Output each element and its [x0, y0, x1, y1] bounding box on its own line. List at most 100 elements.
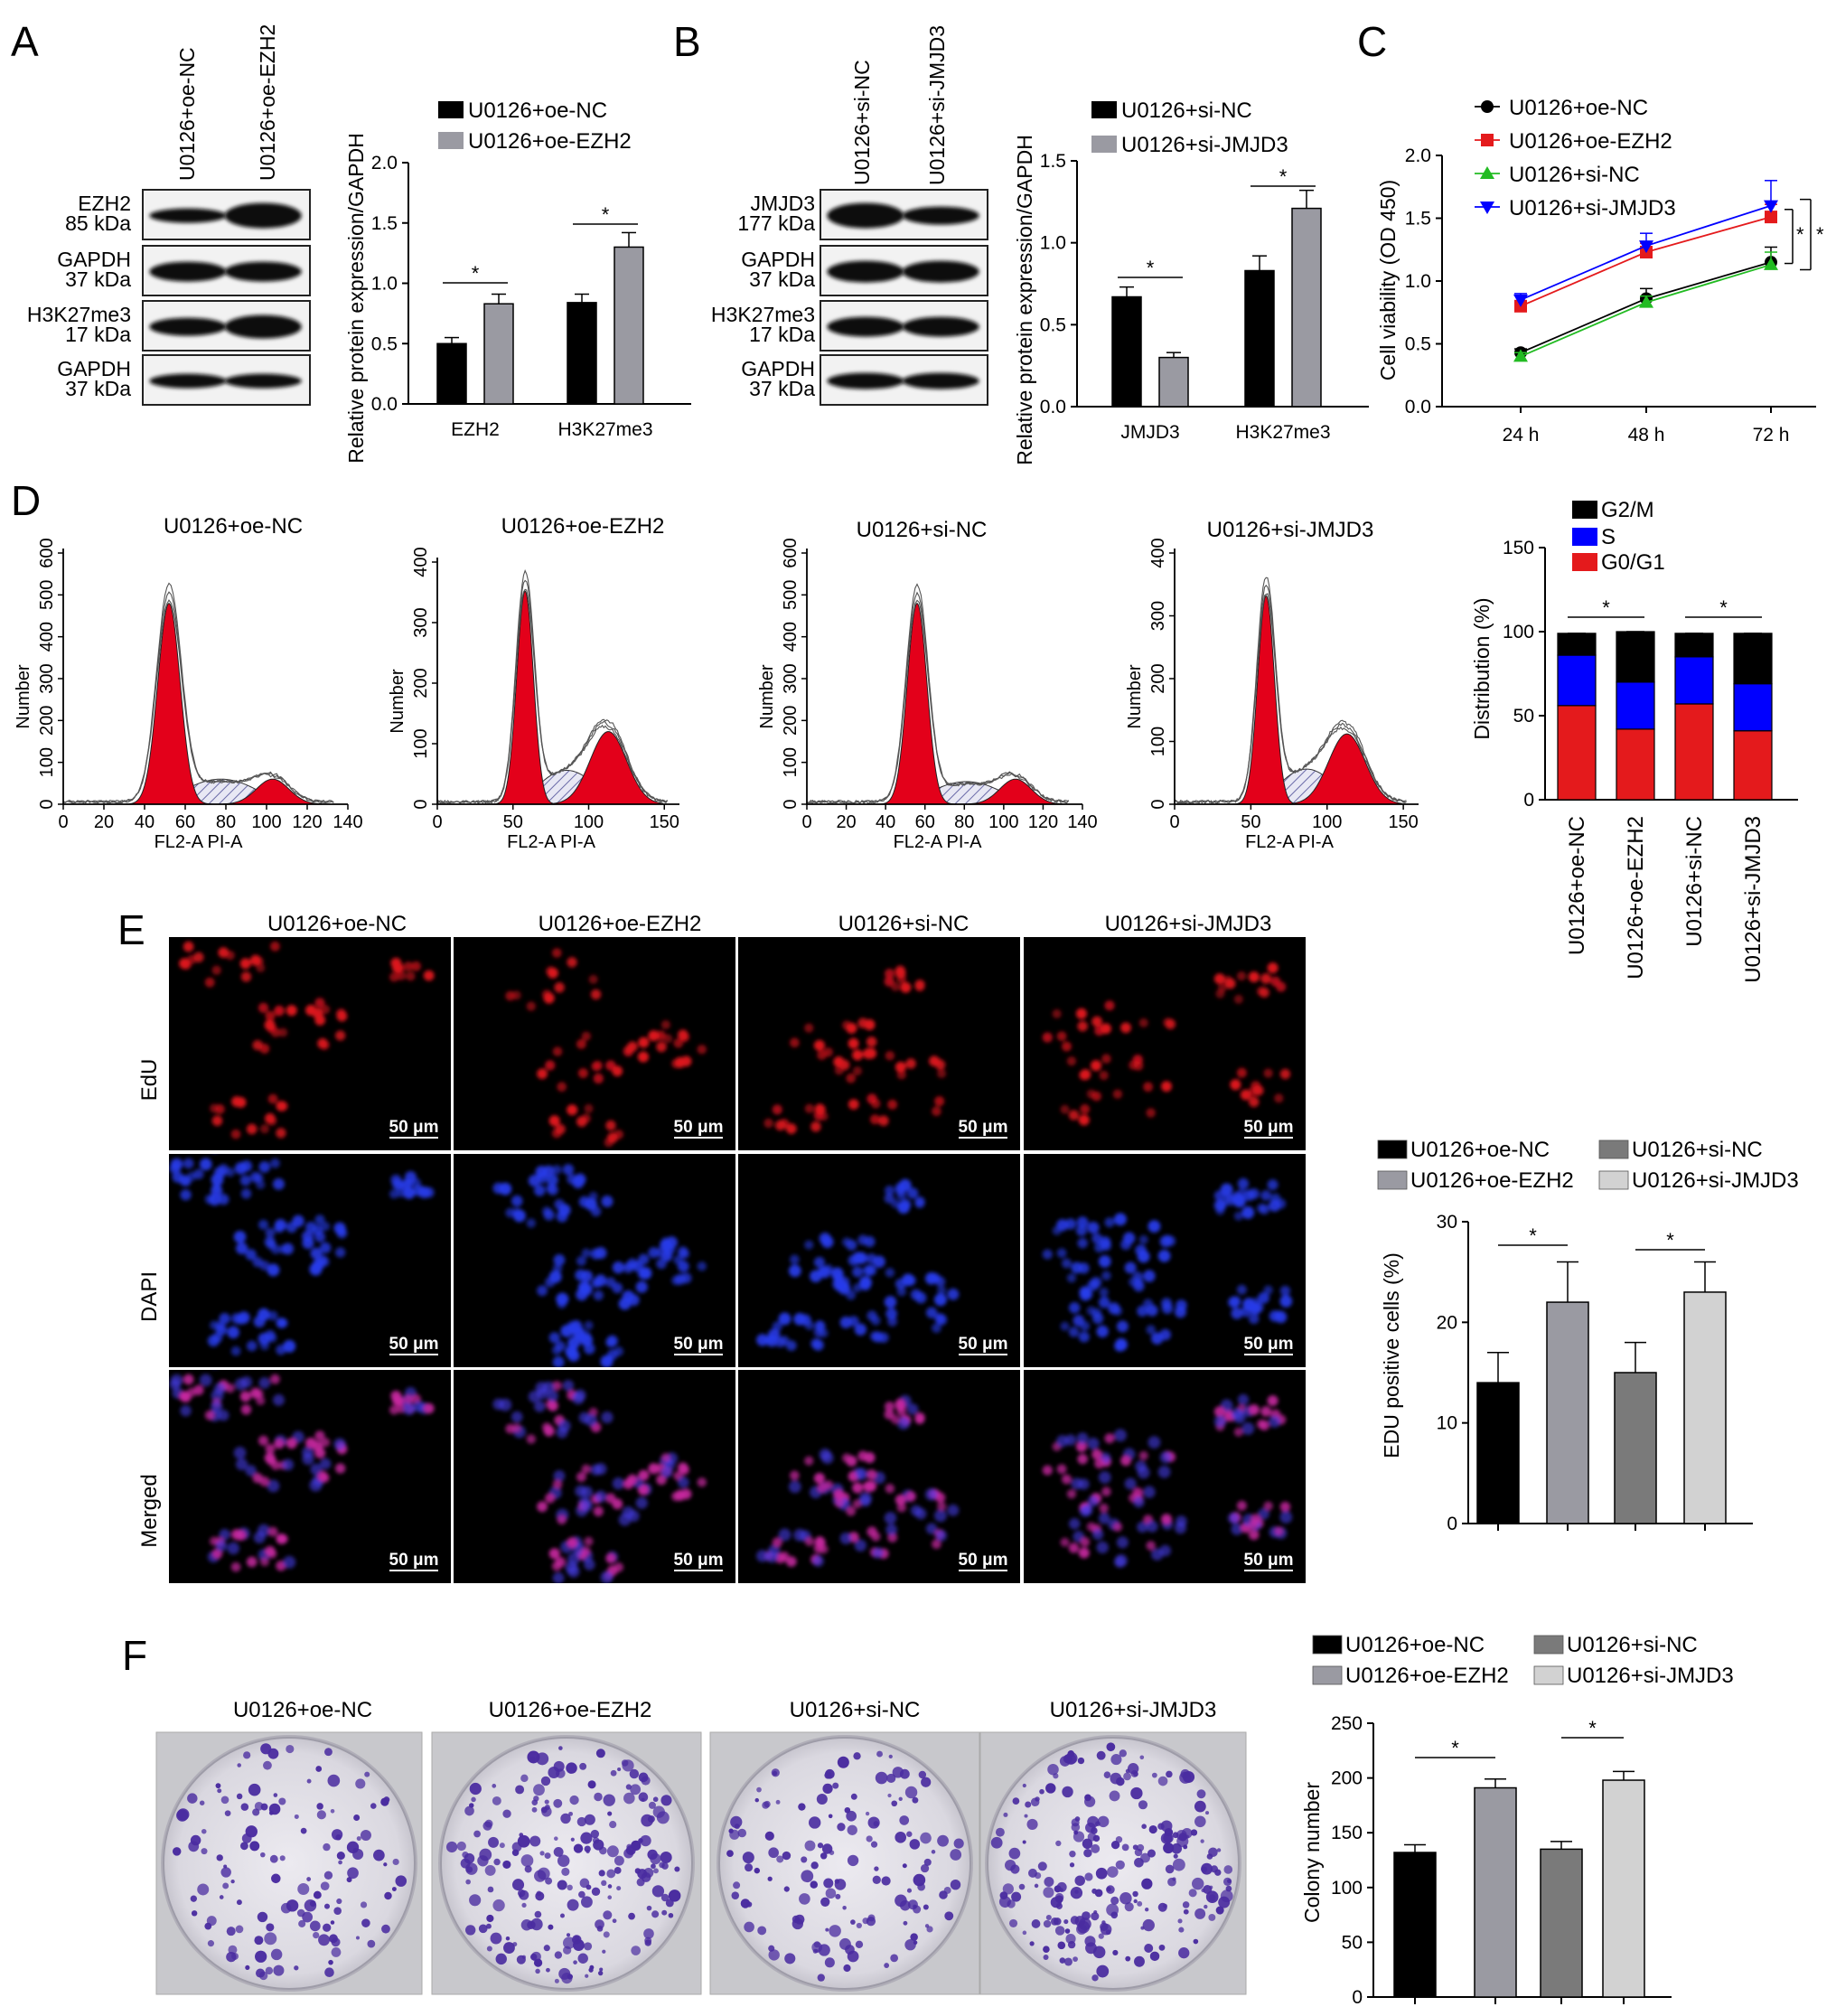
chart-e-legend-label-3: U0126+si-NC — [1632, 1138, 1763, 1162]
histogram-4-ytick-1: 0 — [1148, 799, 1168, 809]
histogram-1-ytick-5: 400 — [37, 622, 57, 652]
histogram-title-3: U0126+si-NC — [857, 518, 988, 542]
edu-row-label-dapi: DAPI — [137, 1271, 162, 1322]
chart-c-ytick-3: 1.0 — [1405, 271, 1431, 292]
blot-a-row-4-name: GAPDH — [57, 357, 131, 380]
chart-d: G2/M S G0/G1 Distribution (%) 0 50 100 150 U… — [1470, 498, 1798, 983]
histogram-1-xtick-2: 20 — [94, 812, 114, 832]
histogram-1-xlabel: FL2-A PI-A — [155, 832, 243, 852]
chart-d-sig-1: * — [1602, 596, 1610, 619]
histogram-2-ylabel: Number — [388, 669, 407, 733]
panel-label-e: E — [117, 906, 145, 953]
chart-e-ytick-3: 20 — [1437, 1312, 1457, 1333]
chart-b-bar-1-2 — [1158, 356, 1189, 408]
legend-c-label-4: U0126+si-JMJD3 — [1509, 196, 1676, 220]
histogram-1-ytick-1: 0 — [37, 799, 57, 809]
chart-c-ytick-4: 1.5 — [1405, 209, 1431, 230]
chart-e-legend-label-4: U0126+si-JMJD3 — [1632, 1168, 1799, 1193]
blot-b-row-2-kda: 37 kDa — [749, 267, 815, 291]
blot-b-lane-2: U0126+si-JMJD3 — [925, 25, 949, 185]
histogram-2-ytick-4: 300 — [411, 607, 431, 637]
chart-a-ytick-5: 2.0 — [371, 153, 398, 173]
chart-b: U0126+si-NC U0126+si-JMJD3 Relative prot… — [1013, 98, 1369, 465]
histogram-2-ytick-5: 400 — [411, 547, 431, 577]
legend-d-label-g2m: G2/M — [1601, 498, 1654, 522]
chart-d-xtick-1: U0126+oe-NC — [1565, 816, 1589, 955]
scale-bar-3-4: 50 μm — [1244, 1551, 1294, 1570]
chart-a-ylabel: Relative protein expression/GAPDH — [344, 133, 368, 464]
chart-c: U0126+oe-NC U0126+oe-EZH2 U0126+si-NC U0126… — [1376, 96, 1824, 445]
legend-b-label-2: U0126+si-JMJD3 — [1121, 133, 1288, 157]
panel-label-b: B — [673, 18, 701, 65]
colony-column-header-2: U0126+oe-EZH2 — [489, 1698, 652, 1722]
histogram-3-g2-peak — [968, 778, 1063, 805]
scale-bar-2-1: 50 μm — [389, 1335, 439, 1354]
colony-dish-1 — [155, 1731, 423, 1995]
chart-c-ytick-2: 0.5 — [1405, 334, 1431, 355]
histogram-3-xtick-1: 0 — [801, 812, 811, 832]
chart-f-ytick-3: 100 — [1331, 1878, 1363, 1899]
chart-f-legend-label-4: U0126+si-JMJD3 — [1567, 1664, 1734, 1688]
histogram-4-ytick-4: 300 — [1148, 601, 1168, 631]
histogram-4-xtick-2: 50 — [1241, 812, 1260, 832]
chart-d-bar-2-2 — [1616, 681, 1655, 730]
chart-d-ylabel: Distribution (%) — [1470, 597, 1494, 739]
histogram-3-xtick-7: 120 — [1028, 812, 1058, 832]
histogram-3-trace-2 — [806, 591, 1069, 804]
chart-d-bar-4-1 — [1733, 730, 1773, 801]
histogram-3-xtick-2: 20 — [836, 812, 856, 832]
chart-a-ytick-3: 1.0 — [371, 274, 398, 295]
blot-a-row-2-kda: 37 kDa — [65, 267, 131, 291]
blot-b-band-1-2 — [902, 206, 979, 225]
chart-f-legend-swatch-4 — [1533, 1665, 1564, 1685]
histogram-1-ytick-7: 600 — [37, 538, 57, 567]
blot-a-row-3-kda: 17 kDa — [65, 323, 131, 346]
chart-a-xtick-2: H3K27me3 — [557, 419, 652, 440]
chart-b-ylabel: Relative protein expression/GAPDH — [1013, 135, 1036, 465]
histogram-3-ytick-5: 400 — [781, 622, 801, 652]
legend-c-marker-3 — [1480, 166, 1494, 179]
blot-a-lane-2: U0126+oe-EZH2 — [256, 24, 279, 181]
scale-bar-1-3: 50 μm — [959, 1118, 1008, 1137]
histogram-1-xtick-7: 120 — [292, 812, 322, 832]
edu-column-header-1: U0126+oe-NC — [267, 912, 407, 936]
legend-d-swatch-s — [1572, 528, 1597, 546]
histogram-4-g2-peak — [1291, 733, 1402, 805]
histogram-2: 0 50 100 150 0 100 200 300 400 FL2-A PI-A Number — [388, 547, 679, 852]
chart-a-xtick-1: EZH2 — [451, 419, 500, 440]
chart-d-ytick-4: 150 — [1503, 538, 1534, 558]
blot-b-lane-1: U0126+si-NC — [850, 60, 874, 185]
legend-d-swatch-g2m — [1572, 501, 1597, 519]
chart-c-point-3-3 — [1764, 257, 1778, 270]
histogram-1-xtick-8: 140 — [333, 812, 362, 832]
chart-e-sig-2: * — [1666, 1229, 1674, 1252]
edu-image-merged-2: 50 μm — [454, 1370, 735, 1583]
histogram-4-trace-3 — [1174, 577, 1407, 804]
chart-e-legend-swatch-3 — [1598, 1139, 1629, 1159]
chart-b-ytick-3: 1.0 — [1040, 233, 1066, 254]
chart-d-bar-3-1 — [1674, 703, 1714, 801]
cell-cycle-histograms: U0126+oe-NC U0126+oe-EZH2 U0126+si-NC U0… — [14, 514, 1419, 852]
chart-a-ytick-1: 0.0 — [371, 394, 398, 415]
legend-a-swatch-2 — [438, 132, 464, 149]
histogram-1-xtick-5: 80 — [216, 812, 236, 832]
legend-b-swatch-2 — [1091, 136, 1117, 153]
histogram-title-1: U0126+oe-NC — [164, 514, 303, 539]
histogram-1-trace-3 — [62, 582, 334, 804]
histogram-4-xtick-1: 0 — [1169, 812, 1179, 832]
blot-b-row-1-name: JMJD3 — [750, 192, 815, 215]
chart-a-bar-2-1 — [567, 302, 597, 405]
blot-a-row-4-kda: 37 kDa — [65, 377, 131, 400]
colony-column-header-4: U0126+si-JMJD3 — [1050, 1698, 1217, 1722]
chart-c-point-3-1 — [1513, 349, 1528, 362]
legend-b-swatch-1 — [1091, 101, 1117, 118]
chart-a-bar-2-2 — [614, 246, 644, 405]
chart-a: U0126+oe-NC U0126+oe-EZH2 Relative prote… — [344, 98, 691, 464]
blot-a-row-1-name: EZH2 — [78, 192, 131, 215]
chart-b-bar-1-1 — [1111, 295, 1142, 408]
histogram-1-xtick-4: 60 — [175, 812, 195, 832]
histogram-4-ytick-2: 100 — [1148, 727, 1168, 756]
blot-b-row-3-name: H3K27me3 — [711, 303, 815, 326]
chart-c-point-4-1 — [1513, 294, 1528, 307]
chart-d-bar-2-1 — [1616, 728, 1655, 801]
